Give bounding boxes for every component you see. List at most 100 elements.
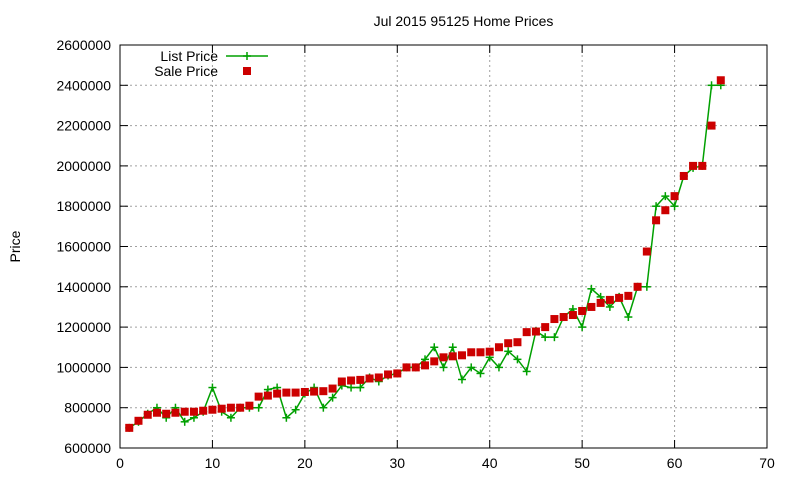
y-tick-label: 2200000 (56, 118, 111, 134)
x-tick-label: 60 (667, 455, 683, 471)
list-price-point (541, 333, 550, 342)
list-price-point (448, 343, 457, 352)
list-price-point (356, 383, 365, 392)
list-price-point (642, 282, 651, 291)
list-price-point (522, 367, 531, 376)
sale-price-point (411, 363, 420, 372)
legend-sample-sale-price (243, 67, 251, 75)
sale-price-point (661, 206, 670, 215)
sale-price-point (365, 374, 374, 383)
list-price-point (457, 375, 466, 384)
y-tick-label: 600000 (64, 440, 111, 456)
list-price-point (467, 363, 476, 372)
sale-price-point (624, 291, 633, 300)
sale-price-point (642, 247, 651, 256)
y-axis-label: Price (7, 230, 23, 262)
sale-price-point (559, 313, 568, 322)
sale-price-point (374, 373, 383, 382)
y-tick-label: 1600000 (56, 239, 111, 255)
list-price-point (319, 403, 328, 412)
x-tick-labels: 0 10 20 30 40 50 60 70 (116, 455, 775, 471)
sale-price-point (347, 376, 356, 385)
legend: List Price Sale Price (154, 48, 268, 79)
sale-price-point (291, 388, 300, 397)
sale-price-point (393, 369, 402, 378)
sale-price-point (578, 306, 587, 315)
sale-price-point (504, 339, 513, 348)
sale-price-point (679, 171, 688, 180)
list-price-point (254, 403, 263, 412)
x-tick-label: 20 (297, 455, 313, 471)
list-price-point (328, 393, 337, 402)
x-tick-label: 70 (759, 455, 775, 471)
y-tick-label: 800000 (64, 400, 111, 416)
sale-price-point (439, 353, 448, 362)
sale-price-point (189, 407, 198, 416)
sale-price-point (236, 403, 245, 412)
sale-price-point (337, 377, 346, 386)
list-price-point (624, 313, 633, 322)
sale-price-point (430, 357, 439, 366)
sale-price-point (226, 403, 235, 412)
sale-price-point (384, 370, 393, 379)
sale-price-point (328, 384, 337, 393)
sale-price-point (245, 401, 254, 410)
sale-price-point (615, 293, 624, 302)
sale-price-point (254, 392, 263, 401)
y-tick-label: 1800000 (56, 198, 111, 214)
sale-price-point (152, 408, 161, 417)
list-price-point (476, 369, 485, 378)
series-layer (125, 76, 725, 432)
y-tick-label: 2000000 (56, 158, 111, 174)
sale-price-point (448, 352, 457, 361)
legend-marker-list-price (243, 52, 251, 60)
list-price-point (439, 363, 448, 372)
sale-price-point (263, 391, 272, 400)
x-tick-label: 40 (482, 455, 498, 471)
sale-price-point (513, 338, 522, 347)
sale-price-point (476, 348, 485, 357)
sale-price-point (282, 388, 291, 397)
sale-price-point (171, 408, 180, 417)
sale-price-point (208, 405, 217, 414)
list-price-point (226, 413, 235, 422)
list-price-point (291, 405, 300, 414)
axis-ticks (119, 44, 768, 449)
sale-price-point (698, 161, 707, 170)
y-tick-label: 2400000 (56, 77, 111, 93)
sale-price-point (457, 351, 466, 360)
sale-price-point (587, 302, 596, 311)
list-price-point (670, 202, 679, 211)
sale-price-point (273, 389, 282, 398)
sale-price-point (652, 216, 661, 225)
sale-price-point (568, 311, 577, 320)
sale-price-point (670, 192, 679, 201)
sale-price-point (199, 406, 208, 415)
list-price-point (208, 383, 217, 392)
x-tick-label: 30 (389, 455, 405, 471)
sale-price-point (319, 387, 328, 396)
list-price-point (504, 347, 513, 356)
list-price-point (430, 343, 439, 352)
x-tick-label: 0 (116, 455, 124, 471)
list-price-point (605, 302, 614, 311)
list-price-point (652, 202, 661, 211)
list-price-point (661, 192, 670, 201)
x-tick-label: 10 (205, 455, 221, 471)
sale-price-point (605, 295, 614, 304)
list-price-point (707, 81, 716, 90)
sale-price-point (143, 410, 152, 419)
sale-price-point (180, 407, 189, 416)
sale-price-point (421, 361, 430, 370)
series-sale-price (125, 76, 725, 432)
sale-price-point (467, 348, 476, 357)
y-tick-label: 1000000 (56, 359, 111, 375)
y-tick-label: 1200000 (56, 319, 111, 335)
list-price-point (494, 363, 503, 372)
sale-price-point (300, 387, 309, 396)
legend-sample-list-price (226, 52, 268, 60)
x-tick-label: 50 (574, 455, 590, 471)
list-price-point (587, 284, 596, 293)
